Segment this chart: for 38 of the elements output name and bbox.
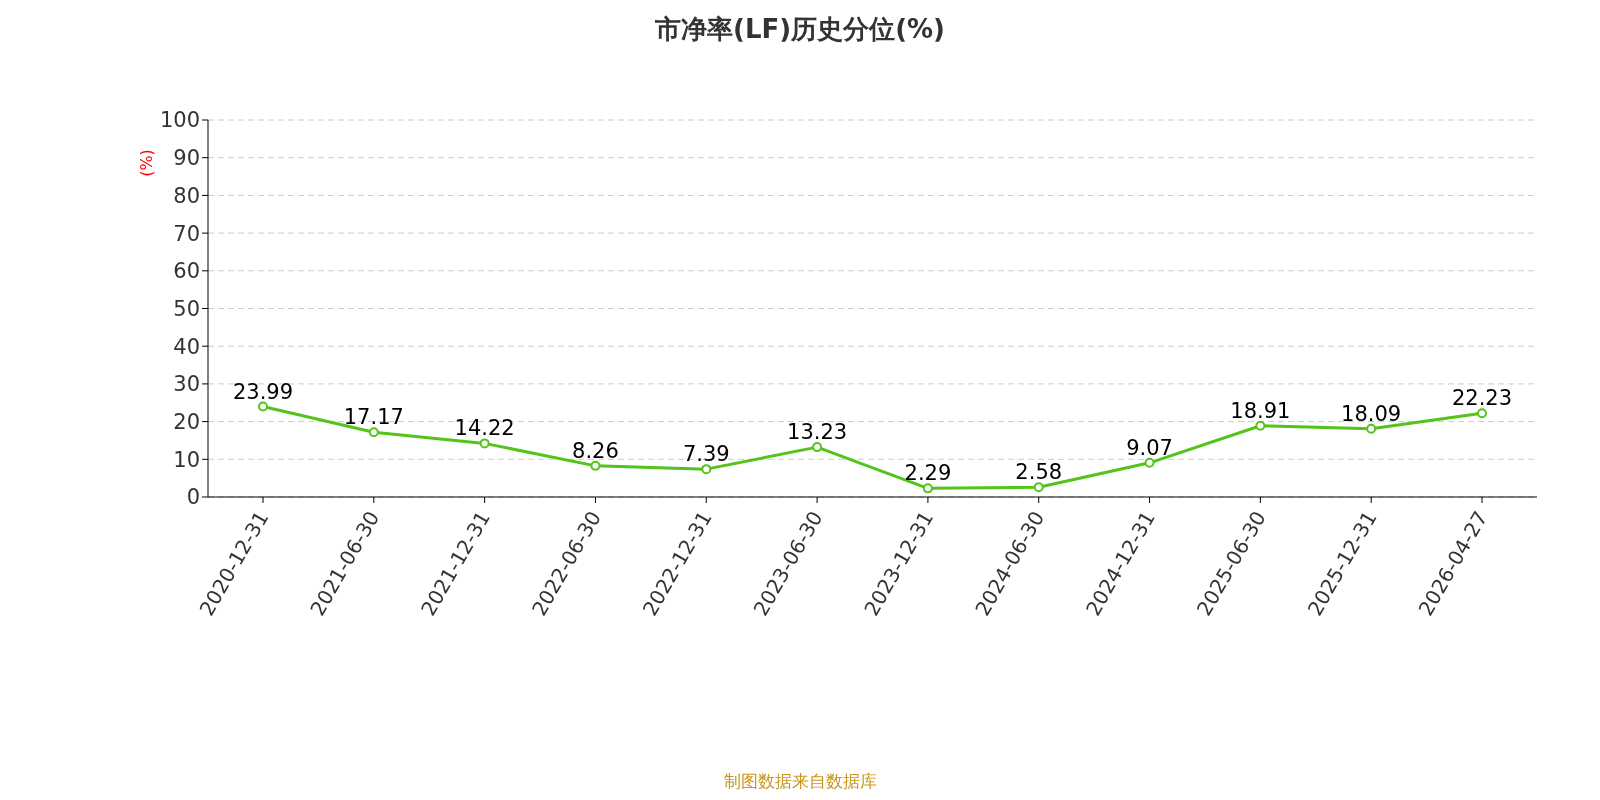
- data-label: 7.39: [682, 442, 730, 467]
- y-axis-title: (%): [136, 149, 156, 177]
- point: [368, 427, 379, 438]
- point: [812, 442, 823, 453]
- y-tick-label: 30: [173, 372, 200, 397]
- point: [922, 483, 933, 494]
- y-tick-label: 100: [159, 108, 200, 133]
- y-tick-label: 50: [173, 296, 200, 321]
- data-label: 18.09: [1341, 401, 1402, 426]
- data-label: 18.91: [1230, 398, 1291, 423]
- y-tick-label: 70: [173, 221, 200, 246]
- y-tick-label: 80: [173, 183, 200, 208]
- data-label: 2.29: [904, 461, 952, 486]
- point: [1255, 420, 1266, 431]
- point: [590, 460, 601, 471]
- y-tick-label: 20: [173, 410, 200, 435]
- y-tick-label: 10: [173, 447, 200, 472]
- data-label: 23.99: [232, 379, 294, 404]
- y-tick-label: 60: [173, 259, 200, 284]
- point: [701, 464, 712, 475]
- data-label: 17.17: [343, 405, 404, 430]
- data-label: 22.23: [1451, 386, 1513, 411]
- point: [1477, 408, 1487, 419]
- data-label: 9.07: [1126, 435, 1173, 460]
- point: [1033, 482, 1044, 493]
- data-label: 8.26: [572, 438, 619, 463]
- chart-title: 市净率(LF)历史分位(%): [654, 13, 946, 46]
- data-label: 13.23: [787, 420, 848, 445]
- point: [1144, 457, 1155, 468]
- data-label: 14.22: [454, 416, 515, 441]
- point: [1366, 423, 1377, 434]
- text: 制图数据来自数据库: [722, 770, 878, 793]
- y-tick-label: 0: [186, 485, 200, 510]
- y-tick-label: 90: [173, 146, 200, 171]
- y-tick-label: 40: [173, 334, 200, 359]
- point: [258, 401, 268, 412]
- point: [479, 438, 490, 449]
- data-label: 2.58: [1015, 460, 1063, 485]
